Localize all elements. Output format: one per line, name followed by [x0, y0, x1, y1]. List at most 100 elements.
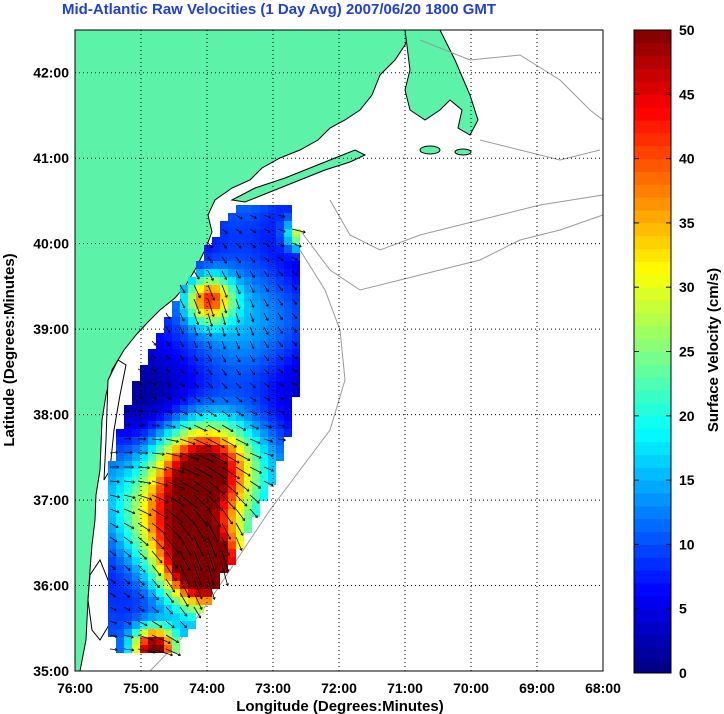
- velocity-arrowhead: [239, 230, 243, 234]
- velocity-cell: [244, 381, 252, 389]
- velocity-arrow: [249, 270, 255, 278]
- velocity-cell: [188, 549, 196, 557]
- velocity-arrowhead: [142, 423, 145, 427]
- velocity-cell: [188, 501, 196, 509]
- velocity-cell: [244, 317, 252, 325]
- x-tick-label: 69:00: [519, 680, 555, 696]
- velocity-cell: [212, 333, 220, 341]
- velocity-arrowhead: [114, 539, 118, 543]
- velocity-cell: [180, 573, 188, 581]
- velocity-arrowhead: [190, 537, 194, 541]
- long-island: [230, 149, 367, 203]
- velocity-cell: [148, 381, 156, 389]
- velocity-cell: [204, 269, 212, 277]
- velocity-arrow: [151, 592, 159, 600]
- velocity-cell: [172, 621, 180, 629]
- velocity-cell: [276, 301, 284, 309]
- velocity-cell: [124, 525, 132, 533]
- velocity-cell: [124, 549, 132, 557]
- velocity-arrowhead: [239, 216, 243, 220]
- velocity-arrow: [165, 354, 171, 360]
- colorbar-segment: [634, 325, 671, 340]
- velocity-arrowhead: [256, 426, 259, 430]
- velocity-arrowhead: [245, 442, 249, 446]
- velocity-arrow: [193, 298, 201, 314]
- velocity-arrowhead: [280, 344, 284, 348]
- velocity-cell: [244, 309, 252, 317]
- velocity-cell: [252, 493, 260, 501]
- velocity-arrow: [235, 508, 245, 521]
- velocity-arrowhead: [112, 580, 116, 584]
- velocity-cell: [196, 485, 204, 493]
- velocity-arrow: [151, 368, 157, 372]
- velocity-cell: [244, 421, 252, 429]
- velocity-cell: [220, 365, 228, 373]
- velocity-cell: [140, 605, 148, 613]
- velocity-cell: [220, 341, 228, 349]
- velocity-cell: [156, 605, 164, 613]
- velocity-cell: [284, 397, 292, 405]
- velocity-arrow: [221, 340, 226, 350]
- velocity-cell: [172, 341, 180, 349]
- colorbar-segment: [634, 120, 671, 134]
- velocity-cell: [260, 381, 268, 389]
- velocity-arrow: [235, 536, 243, 551]
- velocity-cell: [260, 293, 268, 301]
- velocity-cell: [196, 421, 204, 429]
- velocity-cell: [228, 333, 236, 341]
- velocity-cell: [188, 573, 196, 581]
- velocity-arrowhead: [224, 310, 228, 314]
- velocity-arrow: [109, 578, 116, 584]
- colorbar-segment: [634, 557, 671, 571]
- velocity-cell: [164, 509, 172, 517]
- velocity-cell: [260, 405, 268, 413]
- velocity-arrowhead: [183, 397, 187, 401]
- velocity-arrowhead: [147, 528, 151, 532]
- velocity-arrowhead: [251, 319, 255, 322]
- velocity-arrow: [221, 382, 228, 389]
- velocity-cell: [164, 413, 172, 421]
- velocity-cell: [212, 285, 220, 293]
- velocity-arrow: [137, 522, 151, 532]
- velocity-cell: [116, 637, 124, 645]
- velocity-arrowhead: [154, 396, 158, 400]
- velocity-arrow: [179, 284, 186, 294]
- velocity-arrow: [249, 284, 255, 293]
- velocity-cell: [180, 293, 188, 301]
- velocity-arrow: [235, 326, 240, 336]
- velocity-arrowhead: [282, 229, 286, 233]
- velocity-cell: [228, 285, 236, 293]
- velocity-arrowhead: [226, 553, 231, 556]
- velocity-arrow: [123, 592, 130, 598]
- velocity-arrowhead: [224, 277, 228, 281]
- velocity-cell: [196, 365, 204, 373]
- y-axis-label: Latitude (Degrees:Minutes): [1, 253, 18, 446]
- velocity-cell: [132, 405, 140, 413]
- velocity-arrowhead: [222, 346, 226, 350]
- velocity-arrow: [207, 536, 217, 558]
- velocity-cell: [276, 221, 284, 229]
- velocity-cell: [212, 477, 220, 485]
- velocity-arrowhead: [283, 438, 286, 442]
- velocity-arrowhead: [210, 260, 213, 264]
- x-tick-label: 70:00: [453, 680, 489, 696]
- velocity-arrow: [263, 242, 270, 248]
- velocity-cell: [188, 301, 196, 309]
- velocity-cell: [228, 413, 236, 421]
- velocity-arrowhead: [199, 596, 203, 600]
- velocity-cell: [276, 437, 284, 445]
- velocity-arrowhead: [163, 531, 167, 535]
- velocity-cell: [268, 205, 276, 213]
- velocity-cell: [156, 629, 164, 637]
- velocity-cell: [268, 333, 276, 341]
- velocity-arrow: [249, 298, 254, 308]
- velocity-cell: [212, 485, 220, 493]
- velocity-cell: [284, 389, 292, 397]
- velocity-cell: [188, 613, 196, 621]
- velocity-cell: [140, 541, 148, 549]
- x-axis-label: Longitude (Degrees:Minutes): [236, 698, 444, 714]
- colorbar-segment: [634, 197, 671, 211]
- velocity-arrowhead: [115, 450, 119, 455]
- velocity-cell: [172, 413, 180, 421]
- velocity-arrowhead: [115, 525, 119, 528]
